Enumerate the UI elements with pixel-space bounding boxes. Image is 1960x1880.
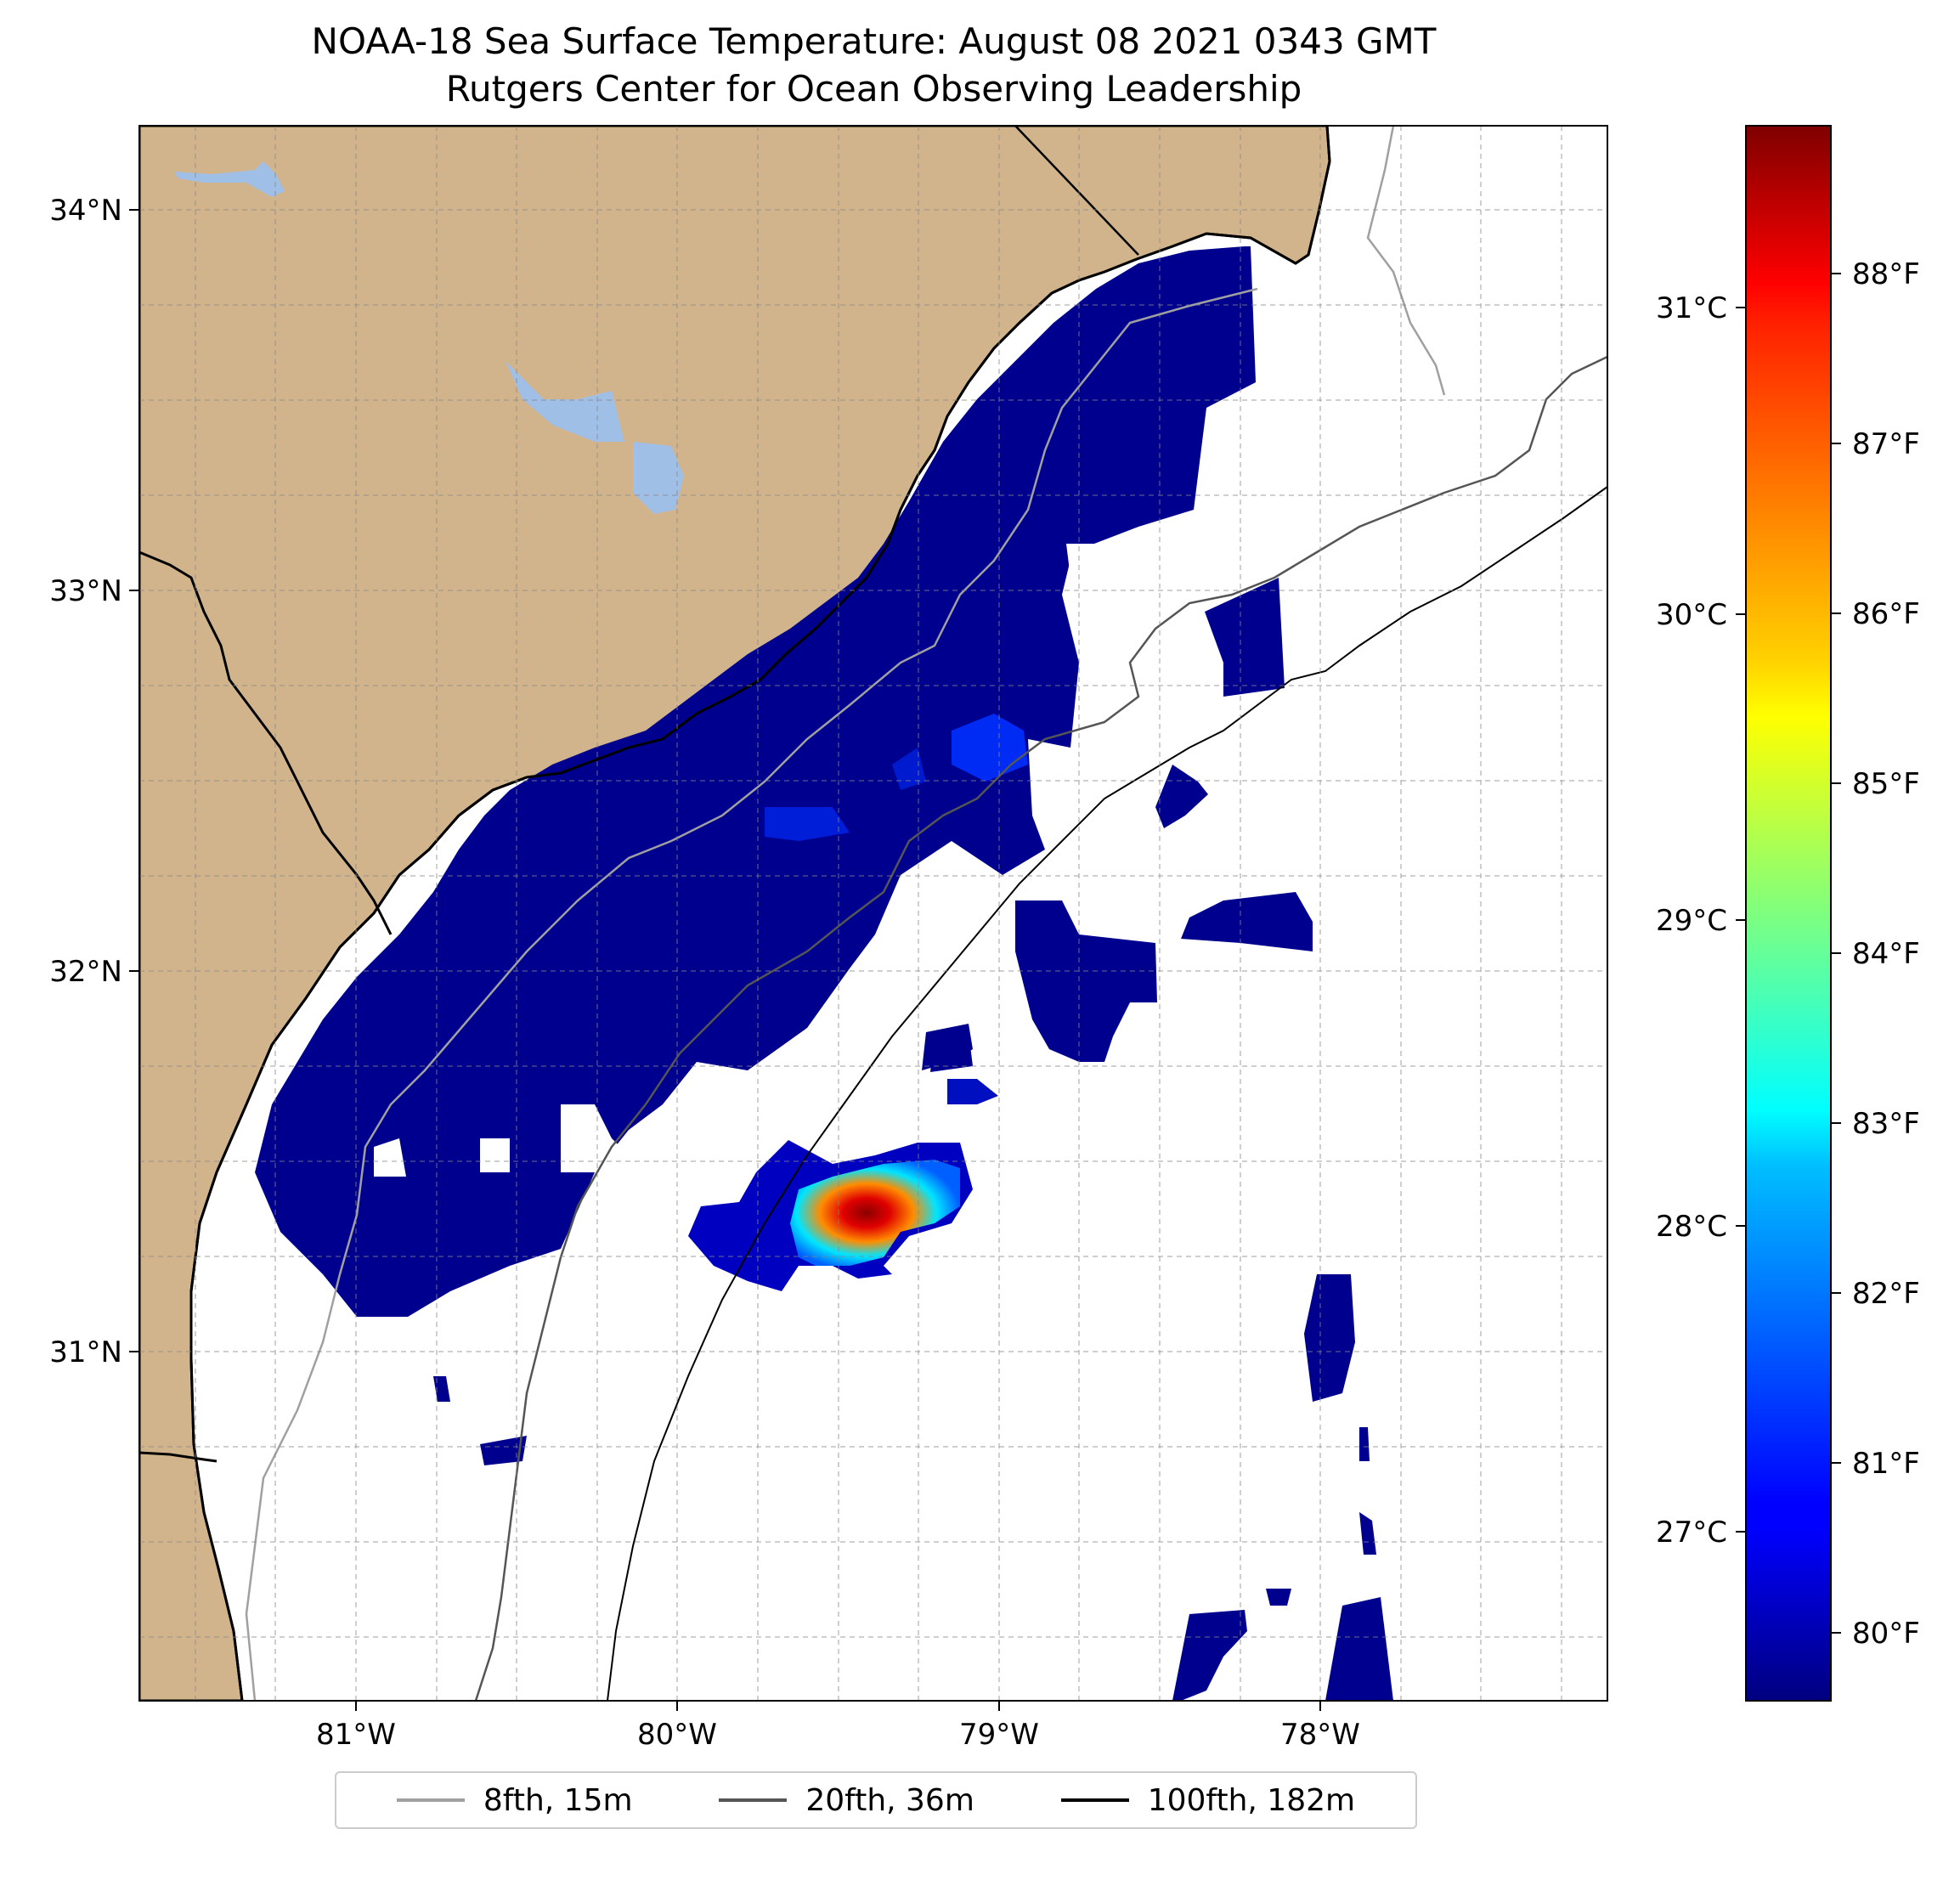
colorbar-ticks — [1736, 273, 1841, 1634]
colorbar-fahrenheit-label: 87°F — [1852, 427, 1920, 461]
colorbar-celsius-label: 28°C — [1656, 1210, 1727, 1244]
state-border-nc-sc — [1014, 126, 1139, 256]
colorbar-fahrenheit-label: 85°F — [1852, 767, 1920, 801]
colorbar-fahrenheit-label: 80°F — [1852, 1617, 1920, 1651]
colorbar-fahrenheit-label: 88°F — [1852, 257, 1920, 291]
map-frame — [138, 125, 1608, 1702]
contour-20fth — [474, 355, 1607, 1701]
state-border-ga-sc — [139, 550, 393, 935]
lat-tick-label: 33°N — [49, 574, 122, 608]
colorbar-fahrenheit-label: 83°F — [1852, 1107, 1920, 1141]
map-area — [139, 126, 1607, 1701]
axis-ticks — [129, 209, 1321, 1711]
lat-tick-label: 34°N — [49, 194, 122, 228]
contour-8fth — [245, 126, 1446, 1701]
legend-item: 20fth, 36m — [719, 1783, 974, 1818]
sst-warm-filaments — [765, 714, 1028, 1104]
legend-label: 8fth, 15m — [483, 1782, 633, 1818]
coastline — [189, 126, 1331, 1701]
state-border-ga-fl — [139, 1451, 217, 1463]
colorbar-fahrenheit-label: 82°F — [1852, 1277, 1920, 1311]
contour-100fth — [607, 486, 1607, 1701]
lat-tick-label: 32°N — [49, 955, 122, 989]
map-title: NOAA-18 Sea Surface Temperature: August … — [311, 20, 1437, 62]
colorbar-celsius-label: 31°C — [1656, 291, 1727, 325]
lake-north — [174, 161, 285, 197]
legend-swatch-100fth — [1060, 1798, 1129, 1802]
lat-tick-label: 31°N — [49, 1335, 122, 1369]
legend-item: 100fth, 182m — [1060, 1782, 1356, 1818]
sst-data — [255, 246, 1393, 1701]
legend-swatch-8fth — [396, 1798, 465, 1802]
lon-tick-label: 81°W — [316, 1718, 396, 1752]
legend-item: 8fth, 15m — [396, 1782, 633, 1818]
lake-moultrie — [633, 442, 684, 514]
lon-tick-label: 80°W — [637, 1718, 717, 1752]
colorbar — [1745, 125, 1832, 1702]
colorbar-celsius-label: 30°C — [1656, 598, 1727, 632]
map-subtitle: Rutgers Center for Ocean Observing Leade… — [445, 68, 1302, 110]
sst-warm-core — [790, 1160, 960, 1266]
colorbar-fahrenheit-label: 81°F — [1852, 1447, 1920, 1481]
legend-label: 20fth, 36m — [805, 1782, 974, 1818]
colorbar-fahrenheit-label: 84°F — [1852, 937, 1920, 971]
lake-marion — [506, 361, 624, 442]
colorbar-celsius-label: 29°C — [1656, 904, 1727, 938]
lon-tick-label: 78°W — [1280, 1718, 1360, 1752]
colorbar-fahrenheit-label: 86°F — [1852, 597, 1920, 631]
legend-label: 100fth, 182m — [1147, 1782, 1356, 1818]
grid — [139, 126, 1607, 1701]
legend: 8fth, 15m 20fth, 36m 100fth, 182m — [335, 1771, 1417, 1829]
legend-swatch-20fth — [719, 1798, 788, 1802]
colorbar-celsius-label: 27°C — [1656, 1516, 1727, 1550]
lon-tick-label: 79°W — [959, 1718, 1039, 1752]
